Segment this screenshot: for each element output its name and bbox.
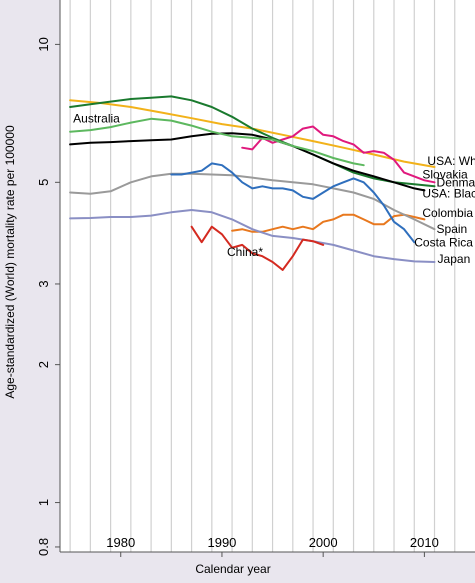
x-tick-label: 1990 xyxy=(207,535,236,550)
x-axis-title: Calendar year xyxy=(195,562,270,576)
series-label: Colombia xyxy=(422,206,473,220)
x-tick-label: 2000 xyxy=(309,535,338,550)
x-tick-label: 2010 xyxy=(410,535,439,550)
y-axis-title: Age-standardized (World) mortality rate … xyxy=(3,125,17,399)
axes: 0.8 1 2 3 5 10 1980 1990 2000 2010 xyxy=(36,0,475,557)
series-line xyxy=(241,125,436,184)
y-tick-label: 1 xyxy=(36,499,51,506)
y-tick-label: 3 xyxy=(36,280,51,287)
plot-background xyxy=(60,0,475,552)
series-label: Denmark xyxy=(437,175,475,189)
series-label: Spain xyxy=(437,222,468,236)
series-line xyxy=(69,132,426,192)
series-label: USA: Black xyxy=(422,187,475,201)
series-lines xyxy=(69,95,436,271)
series-line xyxy=(170,162,416,244)
series-label: Australia xyxy=(73,112,120,126)
series-label: China* xyxy=(227,245,263,259)
y-tick-label: 2 xyxy=(36,361,51,368)
series-label: USA: White xyxy=(427,154,475,168)
series-line xyxy=(69,117,365,167)
y-tick-label: 0.8 xyxy=(36,538,51,556)
series-line xyxy=(190,225,325,271)
y-tick-label: 5 xyxy=(36,179,51,186)
series-label: Japan xyxy=(438,252,471,266)
series-label: Costa Rica xyxy=(414,236,473,250)
series-line xyxy=(69,209,436,263)
series-labels: USA: WhiteSlovakiaDenmarkUSA: Black Austr… xyxy=(73,112,475,267)
series-line xyxy=(69,172,436,231)
grid xyxy=(69,0,456,552)
series-label: Slovakia xyxy=(422,167,468,181)
x-tick-label: 1980 xyxy=(106,535,135,550)
y-tick-label: 10 xyxy=(36,37,51,51)
series-line xyxy=(69,95,436,188)
